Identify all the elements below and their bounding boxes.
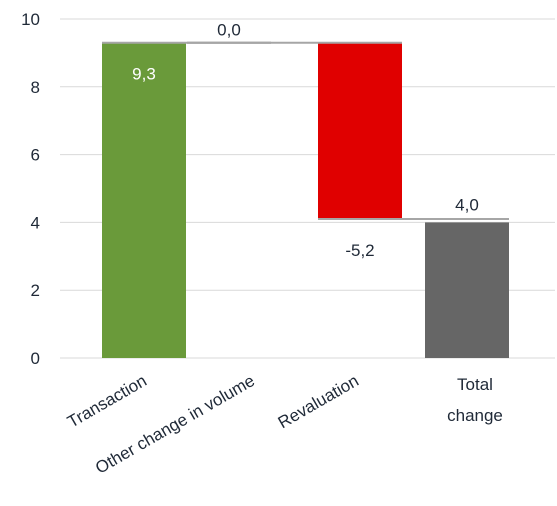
bar-revaluation [318, 42, 402, 220]
data-labels: 9,3 0,0 -5,2 4,0 [132, 21, 479, 260]
bars [102, 42, 509, 358]
category-label: Total change [447, 375, 503, 425]
bar-total-change [425, 222, 509, 358]
y-tick-label: 0 [31, 349, 40, 368]
data-label: 9,3 [132, 65, 156, 84]
data-label: -5,2 [345, 241, 374, 260]
connectors [102, 41, 509, 221]
category-label: Revaluation [275, 371, 362, 432]
data-label: 0,0 [217, 21, 241, 40]
y-tick-label: 4 [31, 213, 40, 232]
category-label: Transaction [64, 371, 150, 432]
y-tick-label: 2 [31, 281, 40, 300]
data-label: 4,0 [455, 195, 479, 214]
y-tick-label: 8 [31, 78, 40, 97]
y-axis-ticks: 0 2 4 6 8 10 [21, 10, 40, 368]
y-tick-label: 6 [31, 146, 40, 165]
y-tick-label: 10 [21, 10, 40, 29]
bar-transaction [102, 42, 186, 358]
